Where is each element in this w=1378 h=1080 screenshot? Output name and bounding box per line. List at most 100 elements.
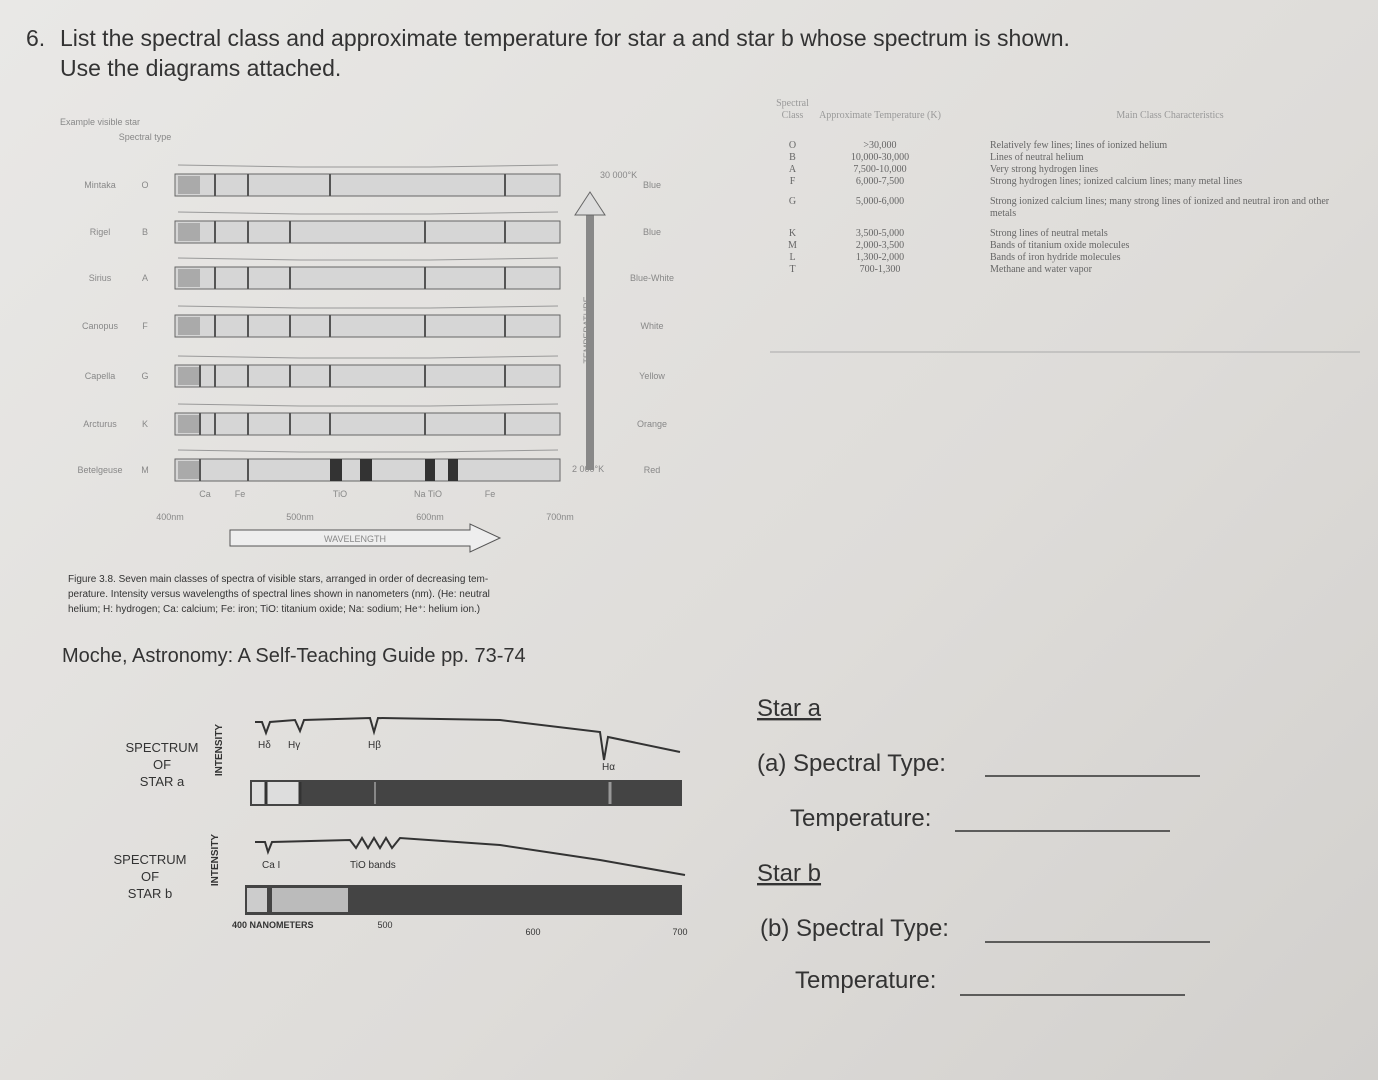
tio-band: [425, 459, 435, 481]
spectral-type: K: [142, 419, 148, 429]
spectral-type: A: [142, 273, 148, 283]
table-cell: B: [789, 152, 796, 163]
column-header: Spectral type: [119, 132, 172, 142]
intensity-curve: [177, 211, 559, 215]
intensity-curve: [177, 257, 559, 261]
element-label: Na TiO: [414, 489, 442, 499]
intensity-curve: [255, 716, 681, 761]
temperature-top: 30 000°K: [600, 170, 637, 180]
source: Moche, Astronomy: A Self-Teaching Guide …: [62, 645, 526, 667]
star-color: Blue-White: [630, 273, 674, 283]
table-cell: >30,000: [863, 140, 897, 151]
wavelength-label: WAVELENGTH: [324, 534, 386, 544]
spectrum-bar: [174, 220, 561, 244]
table-row: O >30,000 Relatively few lines; lines of i…: [770, 140, 1360, 152]
element-label: Fe: [485, 489, 496, 499]
spectrum-bright: [247, 888, 267, 912]
table-row: G 5,000-6,000 Strong ionized calcium lines…: [770, 196, 1360, 220]
answer-prompt: (b) Spectral Type:: [760, 915, 949, 942]
table-cell: 10,000-30,000: [850, 152, 910, 163]
wavelength-tick: 700nm: [546, 512, 574, 522]
spectrum-band: [178, 176, 200, 194]
question-line: List the spectral class and approximate …: [60, 25, 1070, 51]
spectral-type: O: [141, 180, 148, 190]
question-number: 6.: [26, 25, 45, 51]
star-color: White: [640, 321, 663, 331]
spectrum-bright: [252, 782, 300, 804]
spectral-type: M: [141, 465, 149, 475]
table-cell: M: [788, 240, 797, 251]
intensity-curve: [177, 449, 559, 453]
table-cell: Bands of titanium oxide molecules: [990, 240, 1130, 251]
star-name: Capella: [85, 371, 116, 381]
star-color: Blue: [643, 180, 661, 190]
spectrum-bar: [174, 314, 561, 338]
star-name: Mintaka: [84, 180, 116, 190]
star-color: Blue: [643, 227, 661, 237]
element-label: TiO: [333, 489, 347, 499]
spectrum-band: [178, 317, 200, 335]
line-label: Hβ: [368, 740, 381, 751]
answer-prompt: Temperature:: [795, 967, 936, 994]
table-cell: Bands of iron hydride molecules: [990, 252, 1121, 263]
table-cell: L: [789, 252, 796, 263]
table-cell: Relatively few lines; lines of ionized h…: [990, 140, 1168, 151]
element-label: Ca: [199, 489, 211, 499]
table-cell: 7,500-10,000: [853, 164, 907, 175]
spectrum-label: OF: [141, 869, 159, 884]
table-cell: T: [789, 264, 796, 275]
intensity-curve: [177, 164, 559, 168]
header-cell: Main Class Characteristics: [1116, 110, 1224, 121]
star-name: Sirius: [89, 273, 112, 283]
star-color: Orange: [637, 419, 667, 429]
answer-prompt: Temperature:: [790, 805, 931, 832]
axis-label: 400 NANOMETERS: [232, 920, 314, 930]
spectrum-label: STAR b: [128, 886, 173, 901]
caption-line: perature. Intensity versus wavelengths o…: [68, 589, 490, 600]
spectrum-bar: [250, 780, 682, 806]
table-cell: 1,300-2,000: [855, 252, 905, 263]
table-row: L 1,300-2,000 Bands of iron hydride molecu…: [770, 252, 1360, 264]
spectrum-band: [178, 223, 200, 241]
spectrum-label: SPECTRUM: [126, 740, 199, 755]
spectrum-label: OF: [153, 757, 171, 772]
star-name: Rigel: [90, 227, 111, 237]
table-cell: 6,000-7,500: [855, 176, 905, 187]
spectrum-bright: [272, 888, 348, 912]
header-cell: Approximate Temperature (K): [819, 110, 941, 121]
table-cell: 3,500-5,000: [855, 228, 905, 239]
star-color: Red: [644, 465, 661, 475]
table-row: F 6,000-7,500 Strong hydrogen lines; ioniz…: [770, 176, 1360, 188]
axis-label: 700: [672, 927, 687, 937]
spectrum-bar: [174, 173, 561, 197]
table-row: B 10,000-30,000 Lines of neutral helium: [770, 152, 1360, 164]
spectrum-band: [178, 461, 200, 479]
spectrum-label: SPECTRUM: [114, 852, 187, 867]
temperature-label: TEMPERATURE: [582, 296, 592, 363]
table-cell: 5,000-6,000: [855, 196, 905, 207]
table-cell: A: [788, 164, 797, 175]
temperature-bottom: 2 000°K: [572, 464, 604, 474]
table-cell: Strong hydrogen lines; ionized calcium l…: [990, 176, 1243, 187]
table-cell: Strong lines of neutral metals: [990, 228, 1108, 239]
table-cell: Strong ionized calcium lines; many stron…: [990, 196, 1330, 219]
tio-band: [360, 459, 372, 481]
spectrum-bar: [174, 412, 561, 436]
caption-line: helium; H: hydrogen; Ca: calcium; Fe: ir…: [68, 604, 480, 615]
line-label: Hδ: [258, 740, 271, 751]
temperature-arrowhead: [574, 191, 606, 216]
spectral-table: Spectral Class Approximate Temperature (…: [770, 98, 1360, 276]
table-row: T 700-1,300 Methane and water vapor: [770, 264, 1360, 276]
table-row: M 2,000-3,500 Bands of titanium oxide mole…: [770, 240, 1360, 252]
intensity-label: INTENSITY: [214, 724, 225, 777]
table-cell: 700-1,300: [859, 264, 901, 275]
spectrum-band: [178, 269, 200, 287]
spectral-type: B: [142, 227, 148, 237]
table-cell: G: [788, 196, 797, 207]
intensity-curve: [177, 403, 559, 407]
table-cell: Lines of neutral helium: [990, 152, 1084, 163]
star-name: Arcturus: [83, 419, 117, 429]
line-label: Ca I: [262, 860, 280, 871]
